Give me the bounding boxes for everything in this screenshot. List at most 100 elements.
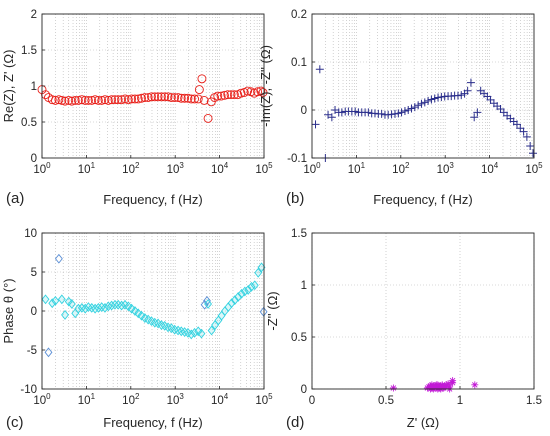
data-point <box>57 95 67 105</box>
data-point <box>134 308 143 319</box>
data-point <box>522 132 531 141</box>
data-point <box>463 86 472 95</box>
x-tick-label: 104 <box>481 161 499 176</box>
panel-c: 100 101 102 103 104 105 -10 -5 0 5 10 Frequency, f… <box>1 228 273 431</box>
data-point <box>110 95 120 105</box>
panel-d-marks <box>389 377 479 393</box>
data-point <box>137 310 146 321</box>
data-point <box>103 95 113 105</box>
x-tick-label: 102 <box>392 161 410 176</box>
data-point <box>117 95 127 105</box>
panel-a: 100 101 102 103 104 105 0 0.5 1 1.5 2 Frequency, f… <box>1 9 273 207</box>
data-point <box>147 92 156 102</box>
panel-d-xlabel: Z' (Ω) <box>407 415 439 430</box>
panel-a-marks <box>37 74 268 123</box>
panel-b: 100 101 102 103 104 105 -0.1 0 0.1 0.2 Frequency,… <box>258 9 543 207</box>
y-tick-label: 2 <box>31 9 37 21</box>
data-point <box>153 92 163 102</box>
data-point <box>183 93 193 103</box>
data-point <box>60 96 70 106</box>
panel-d-grid <box>311 232 535 390</box>
data-point <box>377 109 386 118</box>
data-point <box>47 95 57 105</box>
data-point <box>216 91 226 101</box>
y-tick-label: 5 <box>31 267 37 279</box>
data-point <box>315 65 324 74</box>
data-point <box>186 94 196 104</box>
data-point <box>457 91 466 100</box>
panel-b-grid <box>312 13 534 159</box>
data-point <box>67 96 77 106</box>
data-point <box>311 120 320 129</box>
data-point <box>400 106 409 115</box>
x-tick-label: 105 <box>255 161 273 176</box>
y-tick-label: 10 <box>24 228 37 240</box>
data-point <box>93 95 103 105</box>
panel-d-frame <box>311 232 535 390</box>
data-point <box>197 74 207 84</box>
data-point <box>253 87 263 97</box>
x-tick-label: 101 <box>78 392 96 407</box>
data-point <box>200 299 209 310</box>
x-tick-label: 100 <box>303 161 321 176</box>
data-point <box>190 94 200 104</box>
data-point <box>81 303 90 314</box>
data-point <box>100 95 110 105</box>
data-point <box>394 109 403 118</box>
data-point <box>203 113 213 123</box>
data-point <box>240 286 249 297</box>
data-point <box>258 88 268 97</box>
data-point <box>143 93 153 102</box>
data-point <box>127 94 137 104</box>
data-point <box>471 381 479 389</box>
data-point <box>424 96 433 105</box>
y-tick-label: 0 <box>31 306 37 318</box>
data-point <box>94 302 103 313</box>
x-tick-label: 103 <box>167 161 185 176</box>
panel-a-ticks: 100 101 102 103 104 105 0 0.5 1 1.5 2 <box>21 9 273 176</box>
data-point <box>431 383 439 391</box>
data-point <box>351 107 360 116</box>
data-point <box>254 267 263 278</box>
y-tick-label: 0.2 <box>291 9 307 21</box>
data-point <box>499 108 508 117</box>
data-point <box>73 95 83 105</box>
data-point <box>131 306 139 316</box>
panel-b-marks <box>311 65 538 162</box>
data-point <box>236 88 246 98</box>
x-tick-label: 1 <box>457 395 463 407</box>
data-point <box>51 295 60 306</box>
data-point <box>97 95 107 105</box>
data-point <box>107 95 117 105</box>
panel-b-xlabel: Frequency, f (Hz) <box>373 192 472 207</box>
data-point <box>203 295 211 306</box>
data-point <box>50 95 60 105</box>
x-tick-label: 102 <box>122 392 140 407</box>
data-point <box>54 253 63 264</box>
data-point <box>389 384 397 392</box>
panel-b-frame <box>311 13 535 159</box>
data-point <box>140 93 150 102</box>
y-tick-label: 0.5 <box>291 332 307 344</box>
data-point <box>250 280 259 291</box>
data-point <box>247 281 256 292</box>
data-point <box>83 95 93 105</box>
data-point <box>204 299 213 309</box>
x-tick-label: 0 <box>309 395 315 407</box>
data-point <box>430 94 439 103</box>
y-tick-label: 0 <box>301 384 307 396</box>
data-point <box>227 298 236 309</box>
data-point <box>516 124 525 133</box>
data-point <box>170 93 180 102</box>
panel-d-ylabel: -Z'' (Ω) <box>265 291 280 330</box>
data-point <box>48 298 57 309</box>
data-point <box>414 101 423 110</box>
data-point <box>194 326 203 337</box>
data-point <box>337 108 346 117</box>
data-point <box>197 328 206 339</box>
x-tick-label: 101 <box>78 161 96 176</box>
data-point <box>80 95 90 105</box>
y-tick-label: -5 <box>27 345 37 357</box>
data-point <box>213 91 223 101</box>
data-point <box>77 95 87 105</box>
